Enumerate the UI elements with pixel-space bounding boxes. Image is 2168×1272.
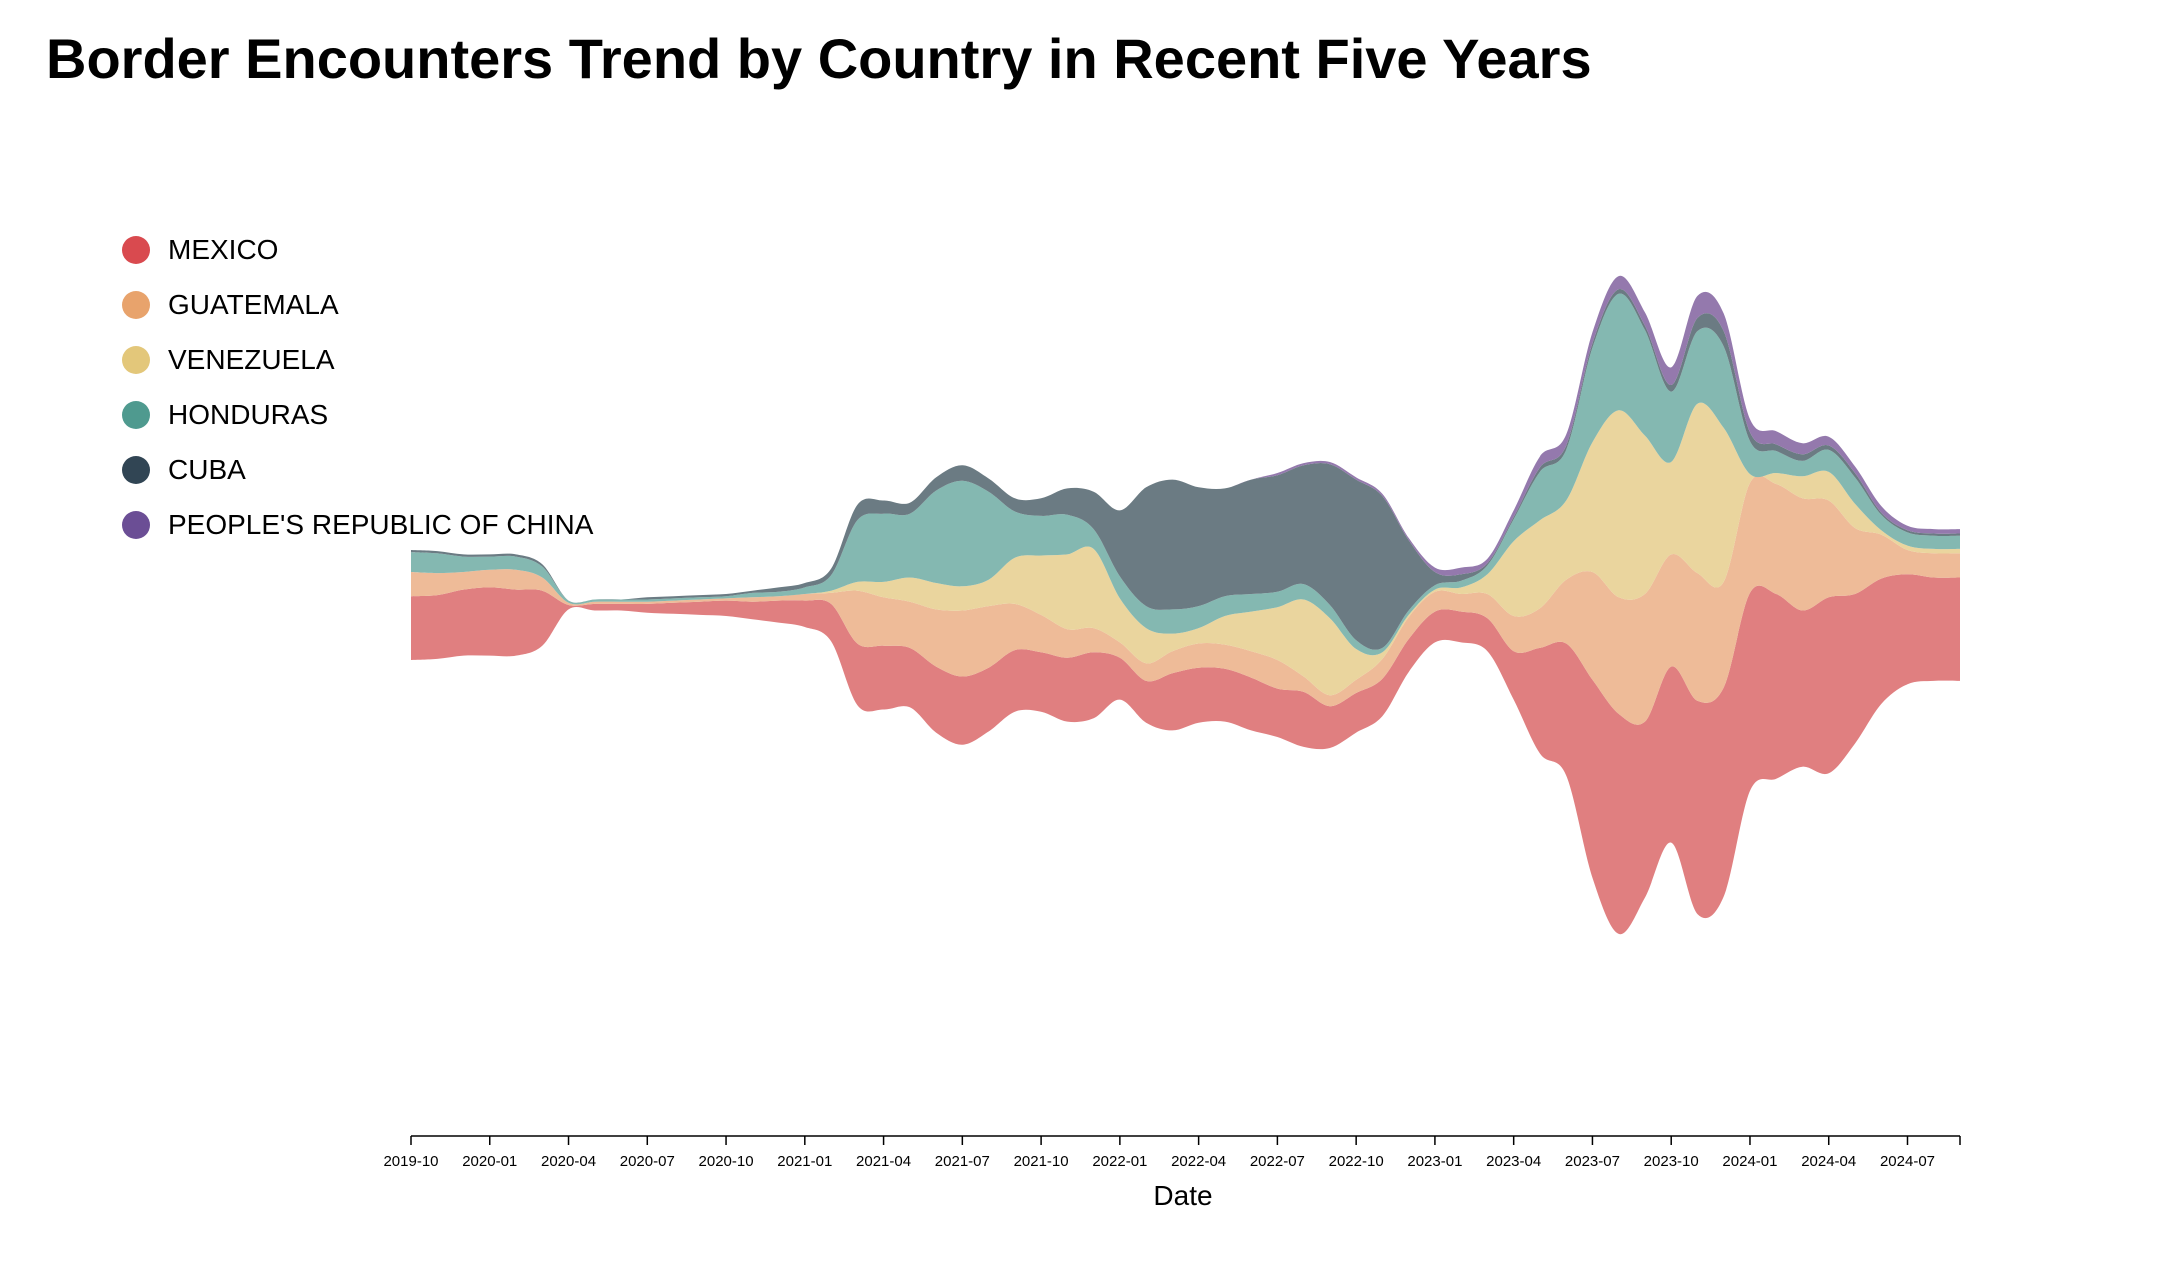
x-tick-label: 2020-10 (699, 1153, 754, 1170)
stream-layer-venezuela[interactable] (411, 402, 1960, 696)
x-tick-label: 2023-01 (1407, 1153, 1462, 1170)
legend: MEXICO GUATEMALA VENEZUELA HONDURAS CUBA… (122, 222, 593, 552)
legend-label-mexico: MEXICO (168, 233, 279, 265)
x-tick-label: 2024-07 (1880, 1153, 1935, 1170)
legend-swatch-honduras (122, 400, 150, 429)
stream-layer-mexico[interactable] (411, 574, 1960, 935)
x-tick-label: 2020-04 (541, 1153, 596, 1170)
chart-title: Border Encounters Trend by Country in Re… (46, 27, 1592, 90)
legend-swatch-cuba (122, 455, 150, 484)
x-axis-title: Date (1153, 1180, 1212, 1211)
x-tick-label: 2021-04 (856, 1153, 911, 1170)
x-tick-label: 2023-04 (1486, 1153, 1541, 1170)
legend-item-cuba[interactable]: CUBA (122, 442, 593, 497)
legend-swatch-mexico (122, 235, 150, 264)
x-tick-label: 2021-07 (935, 1153, 990, 1170)
legend-item-venezuela[interactable]: VENEZUELA (122, 332, 593, 387)
legend-label-venezuela: VENEZUELA (168, 343, 335, 375)
x-tick-label: 2020-07 (620, 1153, 675, 1170)
legend-item-china[interactable]: PEOPLE'S REPUBLIC OF CHINA (122, 497, 593, 552)
x-tick-label: 2022-01 (1092, 1153, 1147, 1170)
x-axis: 2019-10 2020-01 2020-04 2020-07 2020-10 2021-… (383, 1135, 1961, 1170)
legend-swatch-venezuela (122, 345, 150, 374)
x-tick-label: 2022-04 (1171, 1153, 1226, 1170)
x-tick-label: 2023-07 (1565, 1153, 1620, 1170)
legend-item-mexico[interactable]: MEXICO (122, 222, 593, 277)
legend-swatch-china (122, 510, 150, 539)
x-tick-label: 2022-07 (1250, 1153, 1305, 1170)
x-tick-label: 2022-10 (1329, 1153, 1384, 1170)
legend-label-china: PEOPLE'S REPUBLIC OF CHINA (168, 508, 594, 540)
stream-layer-cuba[interactable] (411, 289, 1960, 650)
legend-swatch-guatemala (122, 290, 150, 319)
x-tick-label: 2024-01 (1722, 1153, 1777, 1170)
x-tick-label: 2020-01 (462, 1153, 517, 1170)
legend-item-honduras[interactable]: HONDURAS (122, 387, 593, 442)
legend-label-cuba: CUBA (168, 453, 246, 485)
legend-label-guatemala: GUATEMALA (168, 288, 339, 320)
stream-layer-guatemala[interactable] (411, 475, 1960, 725)
x-tick-label: 2019-10 (383, 1153, 438, 1170)
stream-layers (411, 275, 1960, 935)
x-tick-label: 2023-10 (1644, 1153, 1699, 1170)
x-tick-label: 2021-10 (1014, 1153, 1069, 1170)
legend-label-honduras: HONDURAS (168, 398, 329, 430)
legend-item-guatemala[interactable]: GUATEMALA (122, 277, 593, 332)
x-tick-label: 2021-01 (777, 1153, 832, 1170)
x-tick-label: 2024-04 (1801, 1153, 1856, 1170)
